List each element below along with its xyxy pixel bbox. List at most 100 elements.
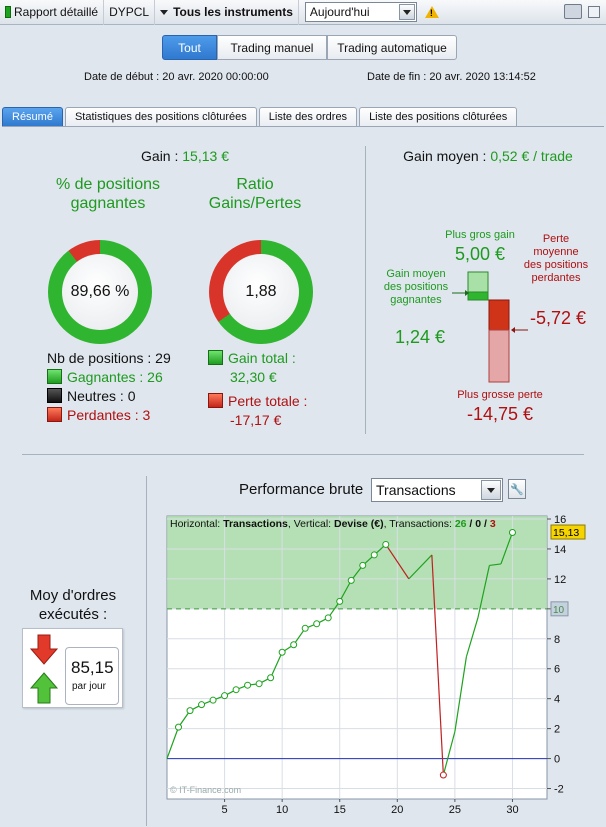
wrench-icon[interactable]: 🔧 (508, 479, 526, 499)
chart-point (370, 551, 378, 559)
current-value-label: 15,13 (553, 527, 579, 539)
start-date-label: Date de début : (84, 71, 160, 83)
chevron-down-icon (160, 9, 169, 15)
red-square-icon (47, 407, 62, 422)
gain-moyen-value: 0,52 € / trade (490, 148, 573, 164)
chart-segment (500, 532, 514, 565)
gain-total-label: Gain total : (228, 350, 296, 366)
chart-point (232, 686, 240, 694)
chart-point (278, 648, 286, 656)
account-label[interactable]: DYPCL (104, 0, 156, 25)
red-square-icon (208, 393, 223, 408)
chart-x-tick-label: 20 (391, 804, 403, 816)
performance-dropdown-button[interactable] (481, 480, 501, 500)
chart-segment (339, 580, 352, 602)
chart-y-tick-label: 2 (554, 724, 560, 736)
chart-header-prefix: Horizontal: (170, 518, 223, 530)
neutres-label: Neutres : 0 (67, 388, 136, 404)
performance-title: Performance brute (239, 481, 364, 498)
orders-value: 85,15 (71, 658, 114, 677)
perdantes-label: Perdantes : 3 (67, 407, 151, 423)
end-date-value: 20 avr. 2020 13:14:52 (429, 71, 536, 83)
ratio-donut: 1,88 (209, 240, 313, 344)
plus-gros-gain-label: Plus gros gain (445, 229, 515, 241)
gain-moyen: Gain moyen : 0,52 € / trade (370, 148, 606, 164)
chart-segment (166, 726, 180, 759)
ratio-value: 1,88 (223, 254, 299, 330)
gain-summary: Gain : 15,13 € (120, 148, 250, 164)
window-button[interactable] (588, 5, 600, 18)
chart-tx-win: 26 (455, 518, 467, 530)
chart-points (175, 528, 516, 779)
max-loss-bar (488, 329, 510, 383)
instruments-dropdown[interactable]: Tous les instruments (155, 0, 299, 25)
chart-point (255, 680, 263, 688)
chart-y-tick-label: 4 (554, 694, 560, 706)
plus-grosse-perte-value: -14,75 € (466, 404, 534, 424)
report-button[interactable]: Rapport détaillé (0, 0, 105, 25)
filter-tout-button[interactable]: Tout (162, 35, 217, 60)
chart-tx-loss: 3 (490, 518, 496, 530)
win-title: % de positions gagnantes (55, 176, 161, 212)
toolbar: Rapport détaillé DYPCL Tous les instrume… (0, 0, 606, 25)
performance-select-value: Transactions (376, 482, 456, 498)
nb-positions: Nb de positions : 29 (47, 350, 171, 366)
chart-point (439, 771, 447, 779)
chart-segment (454, 656, 467, 732)
report-icon (5, 6, 11, 18)
chart-point (267, 674, 275, 682)
chart-point (359, 561, 367, 569)
legend-perdantes: Perdantes : 3 (47, 407, 150, 423)
chart-segment (385, 544, 410, 580)
ratio-title: Ratio Gains/Pertes (208, 176, 302, 212)
avg-loss-bar (488, 299, 510, 331)
win-pct: 89,66 % (62, 254, 138, 330)
current-value-badge (550, 524, 586, 540)
perte-totale: Perte totale : -17,17 € (208, 392, 307, 430)
printer-icon[interactable] (564, 4, 582, 19)
chart-segment (408, 554, 433, 580)
warning-icon[interactable]: ! (424, 6, 439, 18)
gain-loss-bars (452, 271, 528, 383)
chart-y-tick-label: 12 (554, 574, 566, 586)
chart-x-tick-label: 15 (334, 804, 346, 816)
tab-bar: Résumé Statistiques des positions clôtur… (2, 107, 518, 126)
plus-grosse-perte-label: Plus grosse perte (457, 389, 543, 401)
chart-segment (489, 563, 502, 567)
chart-y-ticks: -2 0 2 4 6 8 10 12 14 16 (547, 514, 566, 796)
chart-point (382, 540, 390, 548)
chart-x-tick-label: 30 (506, 804, 518, 816)
legend-gagnantes: Gagnantes : 26 (47, 369, 163, 385)
black-square-icon (47, 388, 62, 403)
chart-point (313, 620, 321, 628)
chart-y-tick-label: 6 (554, 664, 560, 676)
filter-auto-button[interactable]: Trading automatique (327, 35, 457, 60)
left-divider (146, 476, 147, 826)
tab-liste-positions[interactable]: Liste des positions clôturées (359, 107, 518, 126)
chart-y-tick-label: 8 (554, 634, 560, 646)
tab-resume[interactable]: Résumé (2, 107, 63, 126)
level-label: 10 (553, 605, 565, 616)
tab-stats-positions[interactable]: Statistiques des positions clôturées (64, 107, 257, 126)
plus-gros-gain-value: 5,00 € (454, 244, 506, 264)
tab-liste-ordres[interactable]: Liste des ordres (258, 107, 358, 126)
filter-manuel-button[interactable]: Trading manuel (217, 35, 327, 60)
start-date-value: 20 avr. 2020 00:00:00 (162, 71, 269, 83)
perte-moyenne-label: Perte moyenne des positions perdantes (523, 233, 589, 284)
chart-segment (431, 554, 444, 776)
period-select[interactable]: Aujourd'hui (304, 2, 417, 22)
chart-tx-sep2: / (481, 518, 490, 530)
chart-x-tick-label: 10 (276, 804, 288, 816)
orders-box: 85,15 par jour (65, 647, 119, 705)
chart-point (290, 641, 298, 649)
chart-tx-sep1: / (467, 518, 476, 530)
chart-y-tick-label: 16 (554, 514, 566, 526)
gain-label: Gain : (141, 148, 179, 164)
avg-gain-bar (467, 291, 489, 301)
avg-gain-arrow-head (465, 290, 469, 296)
period-dropdown-button[interactable] (398, 4, 415, 20)
performance-select[interactable]: Transactions (371, 478, 503, 502)
chart-watermark: © IT-Finance.com (170, 785, 241, 795)
chart-segment (477, 565, 491, 618)
chart-header-mid: , Vertical: (288, 518, 334, 530)
